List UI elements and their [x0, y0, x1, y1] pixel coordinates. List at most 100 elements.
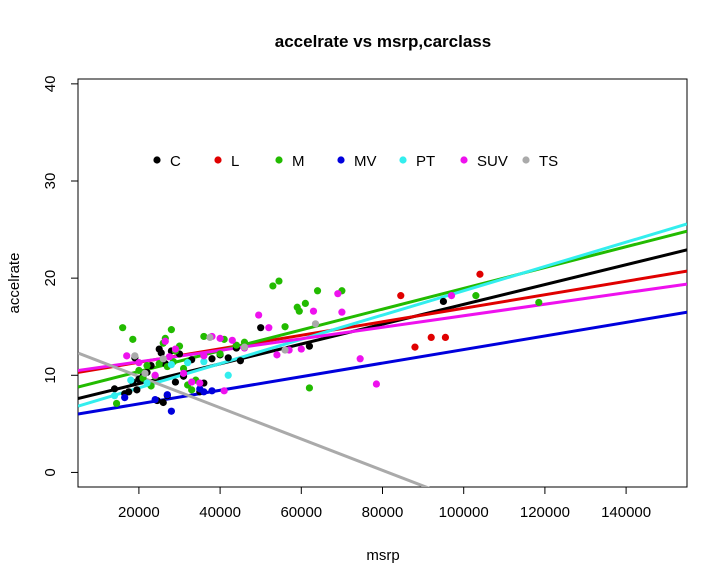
axis-ticks: 20000 40000 60000 80000 100000 120000 140000 0 1… — [42, 76, 651, 521]
point-suv — [161, 337, 169, 345]
point-m — [269, 282, 277, 290]
legend: C L M MV PT SUV TS — [153, 153, 558, 170]
x-tick-label: 140000 — [601, 504, 651, 521]
fit-line-m — [78, 229, 687, 389]
legend-marker-ts — [522, 156, 530, 164]
point-ts — [141, 369, 149, 377]
point-m — [301, 299, 309, 307]
point-m — [281, 323, 289, 331]
point-ts — [281, 346, 289, 354]
point-l — [476, 270, 484, 278]
point-ts — [159, 355, 167, 363]
point-m — [275, 277, 283, 285]
point-suv — [179, 369, 188, 377]
point-m — [135, 366, 143, 375]
point-l — [411, 343, 419, 351]
point-suv — [273, 351, 281, 359]
x-tick-label: 60000 — [280, 504, 322, 521]
point-m — [129, 335, 137, 343]
point-mv — [167, 407, 175, 415]
point-mv — [208, 387, 216, 395]
point-suv — [151, 371, 159, 379]
point-suv — [165, 353, 173, 361]
fit-line-mv — [78, 310, 687, 416]
point-c — [236, 357, 244, 365]
point-suv — [196, 379, 204, 387]
point-pt — [224, 371, 232, 379]
point-c — [171, 378, 180, 386]
point-mv — [163, 391, 171, 399]
fit-lines — [78, 222, 687, 487]
legend-marker-c — [153, 156, 161, 164]
point-suv — [265, 324, 273, 332]
point-suv — [255, 311, 263, 319]
point-c — [125, 388, 133, 396]
point-m — [200, 332, 208, 341]
point-suv — [216, 334, 224, 342]
point-m — [188, 386, 196, 394]
point-l — [397, 292, 405, 300]
fit-line-c — [78, 248, 687, 400]
point-m — [216, 350, 224, 358]
legend-label-ts: TS — [539, 153, 558, 170]
point-c — [110, 385, 119, 393]
y-axis-label: accelrate — [6, 253, 23, 314]
point-suv — [171, 345, 180, 353]
data-points — [110, 270, 543, 415]
x-tick-label: 20000 — [118, 504, 160, 521]
plot-frame — [77, 78, 688, 488]
point-mv — [200, 388, 208, 396]
y-tick-label: 0 — [42, 468, 59, 476]
point-m — [155, 360, 163, 368]
point-pt — [184, 359, 192, 367]
point-m — [167, 326, 175, 334]
point-c — [305, 342, 314, 350]
point-suv — [447, 292, 456, 300]
x-tick-label: 80000 — [362, 504, 404, 521]
legend-label-c: C — [170, 153, 181, 170]
legend-label-l: L — [231, 153, 239, 170]
legend-label-pt: PT — [416, 153, 435, 170]
point-pt — [143, 379, 151, 387]
point-suv — [338, 308, 346, 316]
point-m — [295, 307, 303, 315]
y-tick-label: 30 — [42, 173, 59, 190]
point-ts — [240, 343, 249, 351]
point-ts — [311, 320, 320, 328]
point-suv — [372, 380, 381, 388]
point-l — [441, 333, 450, 341]
point-suv — [297, 345, 305, 353]
point-suv — [356, 355, 364, 363]
point-m — [535, 298, 543, 307]
point-suv — [123, 352, 131, 360]
x-tick-label: 100000 — [439, 504, 489, 521]
legend-label-suv: SUV — [477, 153, 508, 170]
point-c — [439, 297, 447, 306]
point-m — [143, 361, 151, 370]
point-c — [157, 349, 165, 357]
legend-label-mv: MV — [354, 153, 377, 170]
point-suv — [200, 352, 208, 360]
point-suv — [188, 378, 196, 386]
point-suv — [309, 307, 318, 315]
point-c — [208, 355, 216, 363]
x-axis-label: msrp — [366, 547, 399, 564]
legend-marker-l — [214, 156, 222, 164]
x-tick-label: 120000 — [520, 504, 570, 521]
point-mv — [151, 395, 159, 404]
point-mv — [121, 394, 129, 402]
legend-marker-pt — [399, 156, 407, 164]
y-tick-label: 10 — [42, 367, 59, 384]
chart-title: accelrate vs msrp,carclass — [275, 32, 491, 51]
point-c — [224, 354, 232, 362]
legend-marker-mv — [337, 156, 345, 164]
point-pt — [167, 361, 175, 369]
legend-label-m: M — [292, 153, 305, 170]
y-tick-label: 40 — [42, 76, 59, 93]
x-tick-label: 40000 — [199, 504, 241, 521]
point-m — [472, 292, 480, 300]
point-pt — [110, 392, 119, 400]
point-ts — [131, 352, 139, 360]
point-ts — [206, 333, 214, 341]
